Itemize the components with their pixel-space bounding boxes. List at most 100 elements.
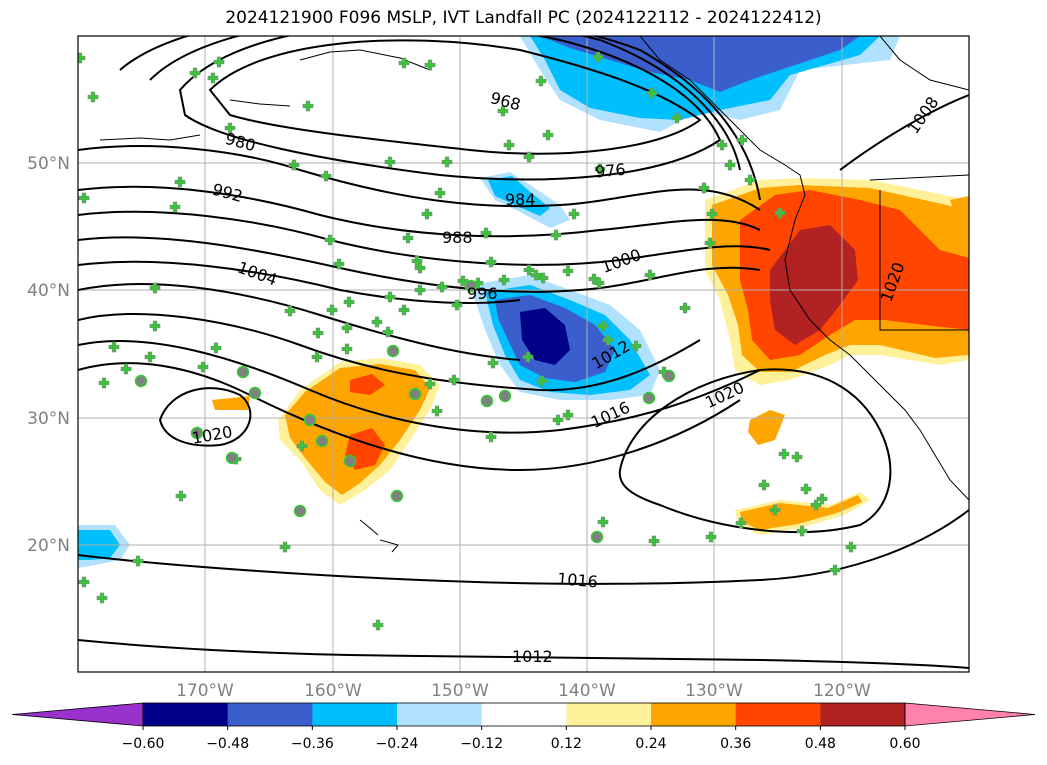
station-marker (197, 361, 209, 373)
lat-label-40: 40°N (27, 281, 70, 301)
station-circle-marker (408, 387, 422, 401)
coastlines (99, 36, 969, 553)
station-marker (724, 159, 736, 171)
station-circle-marker (343, 454, 357, 468)
station-marker (816, 493, 828, 505)
station-marker (434, 187, 446, 199)
station-marker (593, 277, 605, 289)
station-marker (441, 156, 453, 168)
station-circle-marker (303, 413, 317, 427)
station-marker (796, 525, 808, 537)
station-marker (320, 170, 332, 182)
colorbar-tick-label: −0.12 (460, 736, 503, 752)
station-marker (296, 440, 308, 452)
station-marker (149, 282, 161, 294)
colorbar-tick-label: 0.36 (720, 736, 751, 752)
station-marker (648, 535, 660, 547)
station-marker (436, 281, 448, 293)
station-marker (87, 91, 99, 103)
colorbar-segment (481, 703, 567, 726)
station-marker (284, 305, 296, 317)
station-marker (774, 207, 786, 219)
lat-label-20: 20°N (27, 536, 70, 556)
station-marker (522, 351, 534, 363)
station-marker (98, 377, 110, 389)
colorbar-extend-high (904, 702, 1036, 727)
station-circle-marker (464, 279, 478, 293)
station-marker (536, 375, 548, 387)
station-marker (424, 378, 436, 390)
station-circle-marker (386, 344, 400, 358)
station-marker (421, 208, 433, 220)
station-circle-marker (480, 394, 494, 408)
station-marker (597, 320, 609, 332)
isobar-label: 984 (505, 190, 536, 209)
colorbar-segment (651, 703, 737, 726)
station-marker (451, 299, 463, 311)
station-marker (149, 320, 161, 332)
station-marker (371, 316, 383, 328)
station-marker (174, 176, 186, 188)
station-marker (398, 304, 410, 316)
station-marker (485, 256, 497, 268)
station-marker (736, 134, 748, 146)
plot-frame (77, 35, 970, 673)
colorbar-segment (820, 703, 906, 726)
station-circle-marker (662, 369, 676, 383)
latitude-labels: 50°N 40°N 30°N 20°N (27, 154, 70, 556)
station-marker (550, 229, 562, 241)
isobar-label: 976 (594, 160, 626, 182)
station-marker (791, 451, 803, 463)
station-circle-marker (248, 386, 262, 400)
station-marker (542, 129, 554, 141)
colorbar-segment (312, 703, 398, 726)
station-marker (706, 208, 718, 220)
station-marker (705, 531, 717, 543)
station-marker (716, 139, 728, 151)
lon-label-160w: 160°W (304, 681, 362, 701)
station-marker (372, 619, 384, 631)
isobar-label: 996 (467, 284, 498, 303)
station-marker (175, 490, 187, 502)
station-marker (523, 151, 535, 163)
station-marker (487, 357, 499, 369)
colorbar-tick-label: 0.24 (635, 736, 666, 752)
station-marker (735, 517, 747, 529)
lat-label-30: 30°N (27, 409, 70, 429)
isobar-label: 1016 (556, 569, 598, 591)
station-marker (594, 163, 606, 175)
station-marker (213, 56, 225, 68)
station-marker (343, 296, 355, 308)
station-marker (810, 499, 822, 511)
colorbar-tick-label: −0.36 (291, 736, 334, 752)
station-marker (537, 272, 549, 284)
station-marker (414, 262, 426, 274)
station-marker (597, 516, 609, 528)
station-marker (384, 156, 396, 168)
station-marker (671, 112, 683, 124)
station-marker (333, 258, 345, 270)
map-gridlines (78, 36, 969, 672)
station-marker (800, 483, 812, 495)
station-marker (382, 326, 394, 338)
station-marker (78, 192, 90, 204)
station-marker (210, 342, 222, 354)
colorbar-segment (566, 703, 652, 726)
station-marker (630, 340, 642, 352)
station-marker (144, 351, 156, 363)
station-marker (108, 341, 120, 353)
station-marker (552, 414, 564, 426)
lon-label-140w: 140°W (558, 681, 616, 701)
station-marker (829, 564, 841, 576)
station-marker (698, 182, 710, 194)
station-marker (679, 302, 691, 314)
station-marker (324, 234, 336, 246)
station-marker (120, 363, 132, 375)
station-marker (497, 105, 509, 117)
lat-label-50: 50°N (27, 154, 70, 174)
lon-label-150w: 150°W (431, 681, 489, 701)
station-marker (341, 322, 353, 334)
colorbar-segment (143, 703, 229, 726)
station-marker (312, 327, 324, 339)
station-marker (602, 334, 614, 346)
